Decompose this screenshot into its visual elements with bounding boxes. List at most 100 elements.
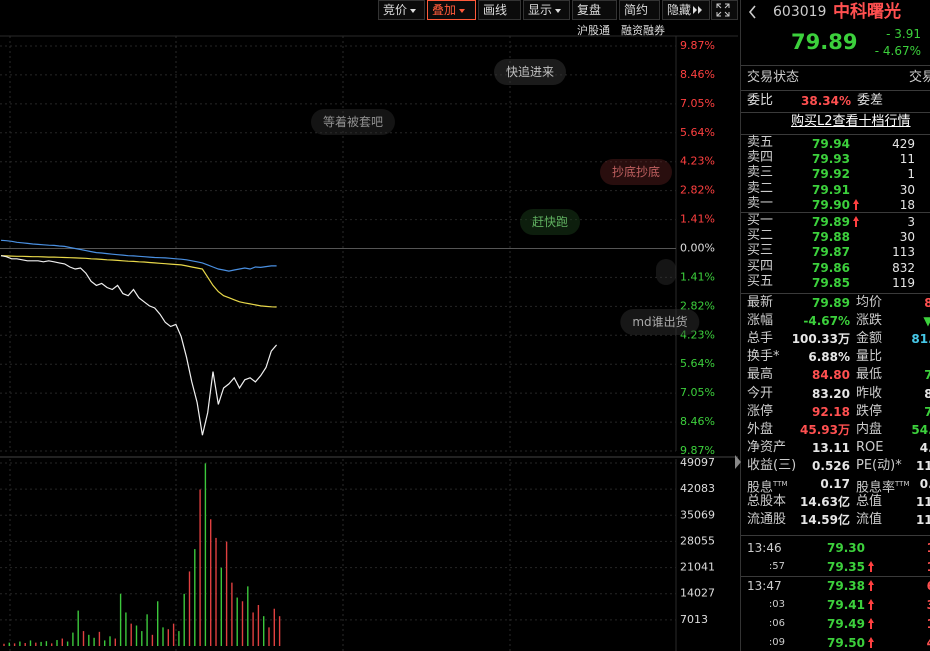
collapse-icon <box>693 6 703 14</box>
y-tick-label: 7.05% <box>680 97 715 110</box>
panel-text: 净资产 <box>747 439 787 455</box>
y-tick-label: 9.87% <box>680 444 715 457</box>
panel-text: 113 <box>892 245 915 260</box>
panel-text: 涨跌 <box>856 313 883 329</box>
panel-text: 6.88% <box>808 350 850 365</box>
panel-text: 涨幅 <box>747 313 774 329</box>
fullscreen-button[interactable] <box>711 0 738 20</box>
bubble-edge <box>656 259 676 285</box>
panel-text: 18 <box>899 197 915 212</box>
panel-text: 1 <box>907 167 915 182</box>
y-tick-label: 21041 <box>680 561 715 574</box>
button-label: 复盘 <box>577 3 602 17</box>
panel-text: 79.92 <box>812 167 850 182</box>
panel-text: ▼3 <box>923 313 930 329</box>
toolbar-button[interactable]: 复盘 <box>572 0 617 20</box>
panel-text: 83.20 <box>812 386 850 401</box>
y-tick-label: 35069 <box>680 508 715 521</box>
panel-text: 均价 <box>856 295 883 310</box>
panel-handle[interactable] <box>735 455 741 469</box>
y-tick-label: 4.23% <box>680 155 715 168</box>
panel-text: 4 <box>927 635 930 651</box>
panel-text: 最低 <box>856 367 883 383</box>
l2-link[interactable]: 购买L2查看十档行情 <box>791 114 911 129</box>
comment-bubble: md谁出货 <box>620 309 700 335</box>
panel-text: 涨停 <box>747 403 774 419</box>
panel-text: 119 <box>892 275 915 290</box>
panel-text: 量比 <box>856 349 883 365</box>
panel-text: 股息率TTM <box>856 480 910 496</box>
panel-text: -4.67% <box>803 314 850 329</box>
panel-text: 84.80 <box>812 368 850 383</box>
toolbar-button[interactable]: 简约 <box>619 0 660 20</box>
y-tick-label: 1.41% <box>680 213 715 226</box>
panel-text: 换手* <box>747 349 780 365</box>
panel-text: 交易 <box>909 70 930 85</box>
panel-text: 总值 <box>856 494 883 510</box>
panel-text: 最高 <box>747 367 774 383</box>
panel-text: 79.87 <box>812 245 850 260</box>
panel-text: 83 <box>924 386 930 402</box>
toolbar-button[interactable]: 竞价 <box>378 0 425 20</box>
dropdown-icon <box>555 9 562 13</box>
toolbar-button[interactable]: 隐藏 <box>662 0 710 20</box>
panel-text: 79.41 <box>827 598 865 612</box>
panel-text: :06 <box>768 618 785 629</box>
y-tick-label: 7.05% <box>680 386 715 399</box>
panel-text: 交易状态 <box>747 70 800 85</box>
up-arrow <box>868 599 874 610</box>
panel-text: 79.89 <box>812 296 850 310</box>
panel-text: 买四 <box>747 258 774 274</box>
toolbar-button[interactable]: 显示 <box>523 0 570 20</box>
toolbar-button[interactable]: 叠加 <box>427 0 476 20</box>
panel-text: 1 <box>927 616 930 632</box>
panel-text: 30 <box>899 230 915 245</box>
intraday-chart: 9.87% 8.46% 7.05% 5.64% 4.23% 2.82% 1.41% 0.00%… <box>0 35 738 651</box>
price-change-pct: - 4.67% <box>874 44 921 58</box>
divider <box>741 134 930 135</box>
panel-text: 81 <box>924 295 930 311</box>
panel-text: 委比 <box>747 93 774 108</box>
panel-text: :09 <box>768 637 785 648</box>
up-arrow <box>868 561 874 572</box>
panel-text: 流值 <box>856 512 883 528</box>
panel-text: 跌停 <box>856 403 883 419</box>
panel-text: 45.93万 <box>800 422 850 437</box>
back-icon[interactable] <box>748 5 758 19</box>
panel-text: 卖四 <box>747 150 774 166</box>
panel-text: 79.91 <box>812 182 850 197</box>
y-tick-label: 8.46% <box>680 68 715 81</box>
panel-text: 1 <box>927 540 930 556</box>
panel-text: 买二 <box>747 228 774 244</box>
panel-text: 79.30 <box>827 541 865 555</box>
panel-text: 79.85 <box>812 275 850 290</box>
panel-text: 卖一 <box>747 195 774 211</box>
panel-text: 内盘 <box>856 421 883 437</box>
panel-text: 总手 <box>747 331 774 347</box>
y-tick-label: 1.41% <box>680 270 715 283</box>
divider <box>741 535 930 536</box>
panel-text: 13:46 <box>747 541 782 555</box>
panel-text: 54.4 <box>911 422 930 437</box>
toolbar-button[interactable]: 画线 <box>478 0 521 20</box>
panel-text: 昨收 <box>856 385 883 401</box>
panel-text: 13:47 <box>747 579 782 593</box>
y-tick-label: 14027 <box>680 587 715 600</box>
panel-text: 79.90 <box>812 197 850 212</box>
y-tick-label: 2.82% <box>680 184 715 197</box>
panel-text: 6 <box>927 578 930 594</box>
dropdown-icon <box>459 9 466 13</box>
y-tick-label: 49097 <box>680 456 715 469</box>
up-arrow <box>868 637 874 648</box>
panel-text: 79.89 <box>812 215 850 229</box>
button-label: 叠加 <box>432 3 457 17</box>
panel-text: 0.17 <box>820 477 850 491</box>
panel-text: 832 <box>892 260 915 275</box>
up-arrow <box>868 618 874 629</box>
y-tick-label: 4.23% <box>680 328 715 341</box>
panel-text: 79.38 <box>827 579 865 593</box>
panel-text: 79.86 <box>812 260 850 275</box>
panel-text: 卖三 <box>747 165 774 181</box>
panel-text: 14.63亿 <box>800 495 850 510</box>
